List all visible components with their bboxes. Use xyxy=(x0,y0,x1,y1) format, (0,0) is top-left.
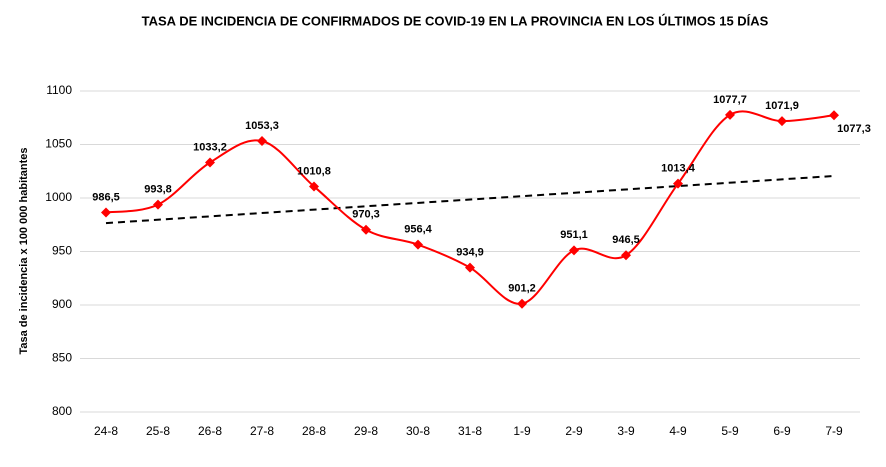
point-marker xyxy=(101,207,111,218)
x-tick-label: 7-9 xyxy=(825,424,843,438)
x-tick-label: 29-8 xyxy=(354,424,378,438)
y-tick-label: 1100 xyxy=(46,83,72,97)
data-label: 993,8 xyxy=(144,184,172,196)
data-label: 986,5 xyxy=(92,191,120,203)
point-marker xyxy=(725,109,735,120)
point-marker xyxy=(517,298,527,309)
x-tick-label: 2-9 xyxy=(565,424,583,438)
x-tick-label: 26-8 xyxy=(198,424,222,438)
y-tick-label: 1050 xyxy=(45,137,72,151)
point-marker xyxy=(777,116,787,127)
data-label: 1013,4 xyxy=(661,163,696,175)
point-marker xyxy=(257,135,267,146)
y-tick-label: 950 xyxy=(52,244,72,258)
x-tick-label: 3-9 xyxy=(617,424,635,438)
data-label: 934,9 xyxy=(456,247,484,259)
x-tick-label: 1-9 xyxy=(513,424,531,438)
point-marker xyxy=(153,199,163,210)
point-marker xyxy=(205,157,215,168)
data-label: 1010,8 xyxy=(297,165,331,177)
x-tick-label: 27-8 xyxy=(250,424,274,438)
y-tick-label: 850 xyxy=(52,351,72,365)
point-marker xyxy=(829,110,839,121)
point-marker xyxy=(673,178,683,189)
x-tick-label: 6-9 xyxy=(773,424,791,438)
x-tick-label: 24-8 xyxy=(94,424,118,438)
chart-title: TASA DE INCIDENCIA DE CONFIRMADOS DE COV… xyxy=(142,13,769,28)
data-label: 1071,9 xyxy=(765,100,799,112)
point-marker xyxy=(621,250,631,261)
data-label: 951,1 xyxy=(560,229,588,241)
data-label: 1077,3 xyxy=(837,123,871,135)
x-tick-label: 4-9 xyxy=(669,424,687,438)
data-label: 956,4 xyxy=(404,224,432,236)
line-series xyxy=(105,110,835,305)
x-tick-label: 31-8 xyxy=(458,424,482,438)
point-marker xyxy=(361,224,371,235)
data-label: 901,2 xyxy=(508,283,536,295)
data-label: 970,3 xyxy=(352,209,380,221)
x-tick-label: 5-9 xyxy=(721,424,739,438)
x-tick-label: 30-8 xyxy=(406,424,430,438)
y-tick-label: 1000 xyxy=(45,190,72,204)
point-marker xyxy=(465,262,475,273)
trendline xyxy=(105,174,835,225)
data-label: 1053,3 xyxy=(245,120,279,132)
data-label: 946,5 xyxy=(612,234,640,246)
data-label: 1033,2 xyxy=(193,141,227,153)
y-axis-label: Tasa de incidencia x 100 000 habitantes xyxy=(18,147,30,354)
y-tick-label: 800 xyxy=(52,404,72,418)
x-tick-label: 25-8 xyxy=(146,424,170,438)
point-marker xyxy=(413,239,423,250)
x-tick-label: 28-8 xyxy=(302,424,326,438)
point-marker xyxy=(309,181,319,192)
data-label: 1077,7 xyxy=(713,94,747,106)
y-tick-label: 900 xyxy=(52,297,72,311)
point-marker xyxy=(569,245,579,256)
